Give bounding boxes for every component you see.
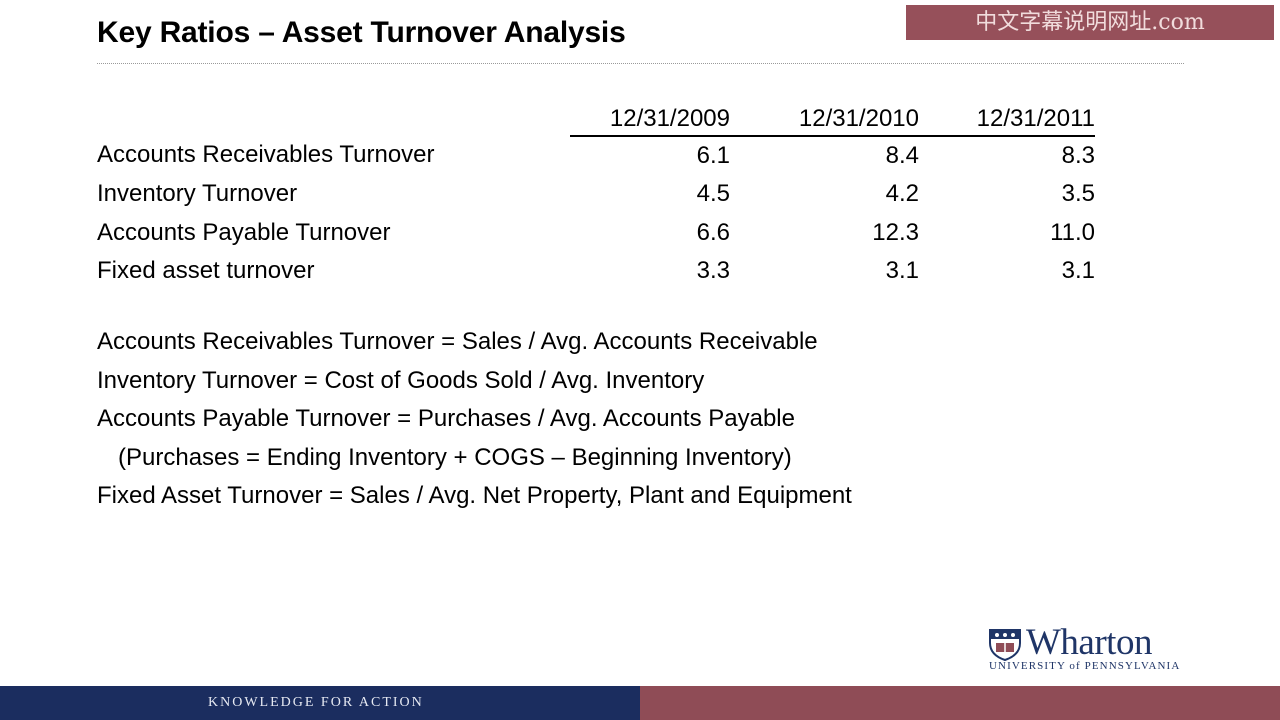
cell-value: 3.1 [885, 257, 919, 285]
formula-purchases-note: (Purchases = Ending Inventory + COGS – B… [118, 443, 792, 471]
table-row: Accounts Receivables Turnover 6.1 8.4 8.… [97, 136, 1095, 176]
cell-value: 8.4 [885, 141, 919, 169]
cell-value: 8.3 [1061, 141, 1095, 169]
row-label: Accounts Receivables Turnover [97, 141, 435, 169]
column-header-2009: 12/31/2009 [570, 94, 730, 137]
header-blank-cell [97, 94, 570, 136]
slide-title: Key Ratios – Asset Turnover Analysis [97, 16, 626, 49]
formula-ap-turnover: Accounts Payable Turnover = Purchases / … [97, 405, 795, 432]
cell-value: 3.3 [696, 257, 730, 285]
footer-bar-left: KNOWLEDGE FOR ACTION [0, 686, 640, 720]
title-divider [97, 63, 1184, 64]
penn-shield-icon [989, 629, 1021, 662]
logo-subtitle: UNIVERSITY of PENNSYLVANIA [989, 660, 1181, 672]
table-row: Inventory Turnover 4.5 4.2 3.5 [97, 175, 1095, 214]
ratio-table: 12/31/2009 12/31/2010 12/31/2011 Account… [97, 94, 1095, 291]
column-header-2010: 12/31/2010 [730, 94, 919, 137]
logo-wordmark: Wharton [1026, 622, 1152, 663]
cell-value: 4.2 [885, 180, 919, 208]
cell-value: 6.1 [696, 141, 730, 169]
formula-inventory-turnover: Inventory Turnover = Cost of Goods Sold … [97, 366, 705, 394]
footer-bar-right [640, 686, 1280, 720]
wharton-logo: Wharton UNIVERSITY of PENNSYLVANIA [988, 622, 1198, 674]
formula-fixed-asset-turnover: Fixed Asset Turnover = Sales / Avg. Net … [97, 482, 852, 509]
table-row: Fixed asset turnover 3.3 3.1 3.1 [97, 252, 1095, 291]
formula-list: Accounts Receivables Turnover = Sales / … [97, 323, 852, 516]
watermark-banner: 中文字幕说明网址.com [906, 5, 1274, 40]
cell-value: 11.0 [1050, 218, 1095, 246]
row-label: Fixed asset turnover [97, 257, 315, 285]
cell-value: 4.5 [696, 180, 730, 208]
cell-value: 12.3 [872, 218, 919, 246]
cell-value: 6.6 [696, 218, 730, 246]
footer-tagline: KNOWLEDGE FOR ACTION [208, 695, 424, 710]
row-label: Accounts Payable Turnover [97, 218, 391, 246]
cell-value: 3.1 [1061, 257, 1095, 285]
row-label: Inventory Turnover [97, 180, 298, 208]
column-header-2011: 12/31/2011 [919, 94, 1095, 137]
cell-value: 3.5 [1061, 180, 1095, 208]
table-row: Accounts Payable Turnover 6.6 12.3 11.0 [97, 214, 1095, 253]
table-header-row: 12/31/2009 12/31/2010 12/31/2011 [97, 94, 1095, 137]
formula-ar-turnover: Accounts Receivables Turnover = Sales / … [97, 328, 818, 355]
